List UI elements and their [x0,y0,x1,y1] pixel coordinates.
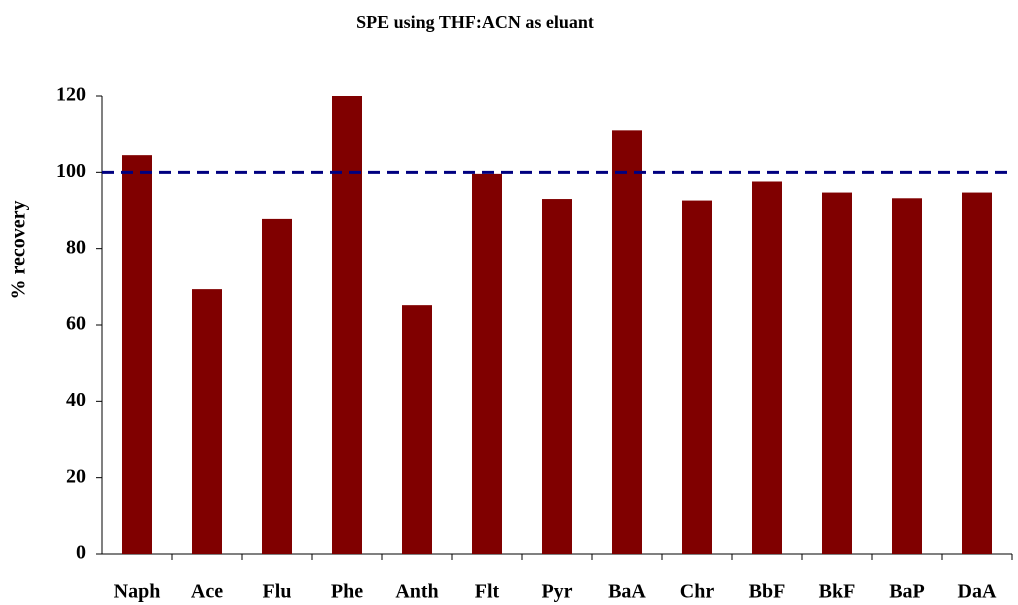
bar [962,192,992,555]
x-tick-label: Chr [680,581,715,603]
x-tick-label: Naph [114,581,161,603]
bar [822,192,852,555]
y-tick-label: 0 [76,542,86,564]
x-tick-label: Phe [331,581,363,603]
y-axis-label: % recovery [8,200,30,299]
bar [612,130,642,554]
y-tick-label: 120 [56,84,86,106]
x-tick-label: Pyr [541,581,572,603]
y-tick-label: 80 [66,236,86,258]
bar [192,289,222,554]
x-tick-label: Flu [263,581,292,603]
y-tick-label: 100 [56,160,86,182]
bar [122,155,152,555]
y-tick-label: 60 [66,313,86,335]
x-tick-label: BaP [889,581,925,603]
bar [542,199,572,555]
bar [892,198,922,554]
chart-title: SPE using THF:ACN as eluant [356,12,594,32]
x-tick-label: BbF [749,581,786,603]
bar [472,173,502,555]
x-tick-label: DaA [958,581,997,603]
y-tick-label: 20 [66,465,86,487]
bar [402,305,432,554]
bar [752,181,782,554]
x-tick-label: BaA [608,581,646,603]
bar [332,96,362,554]
bar [262,218,292,554]
x-tick-label: BkF [819,581,856,603]
x-tick-label: Ace [191,581,223,603]
x-tick-label: Flt [475,581,500,603]
x-tick-label: Anth [395,581,438,603]
bar [682,200,712,554]
y-tick-label: 40 [66,389,86,411]
